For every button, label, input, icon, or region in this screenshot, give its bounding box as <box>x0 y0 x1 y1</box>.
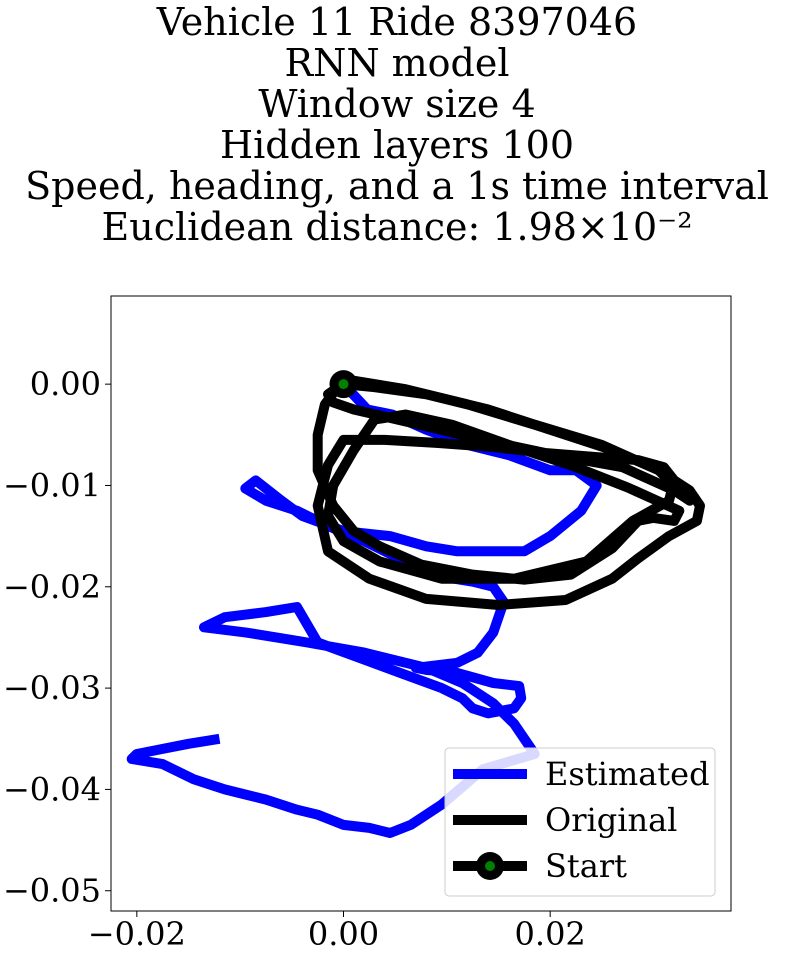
y-tick-label: 0.00 <box>30 365 101 403</box>
title-line-4: Hidden layers 100 <box>219 123 575 167</box>
title-line-1: Vehicle 11 Ride 8397046 <box>156 0 638 44</box>
plot-frame <box>110 295 732 912</box>
x-tick-label: 0.00 <box>308 915 379 953</box>
legend: Estimated Original Start <box>444 747 716 897</box>
title-line-3: Window size 4 <box>258 82 536 126</box>
title-line-5: Speed, heading, and a 1s time interval <box>25 164 769 208</box>
y-tick-label: −0.05 <box>3 872 101 910</box>
series-layer <box>126 370 705 838</box>
y-tick-label: −0.02 <box>3 568 101 606</box>
legend-marker-center <box>485 861 495 871</box>
title-line-6: Euclidean distance: 1.98×10⁻² <box>101 205 693 249</box>
axes-layer: −0.02 0.00 0.02 0.00 −0.01 −0.02 −0.03 −0.04 −0.… <box>3 365 586 953</box>
legend-label-estimated: Estimated <box>545 755 710 793</box>
y-tick-label: −0.03 <box>3 669 101 707</box>
legend-label-original: Original <box>545 801 677 839</box>
legend-label-start: Start <box>545 847 627 885</box>
title-line-2: RNN model <box>284 41 510 85</box>
chart-title: Vehicle 11 Ride 8397046 RNN model Window… <box>0 2 794 248</box>
x-tick-label: 0.02 <box>515 915 586 953</box>
x-tick-label: −0.02 <box>88 915 186 953</box>
series-line-estimated <box>126 380 602 838</box>
y-tick-label: −0.04 <box>3 770 101 808</box>
start-marker-center <box>338 379 349 390</box>
legend-box <box>444 747 716 897</box>
y-tick-label: −0.01 <box>3 466 101 504</box>
series-line-original <box>312 374 705 610</box>
